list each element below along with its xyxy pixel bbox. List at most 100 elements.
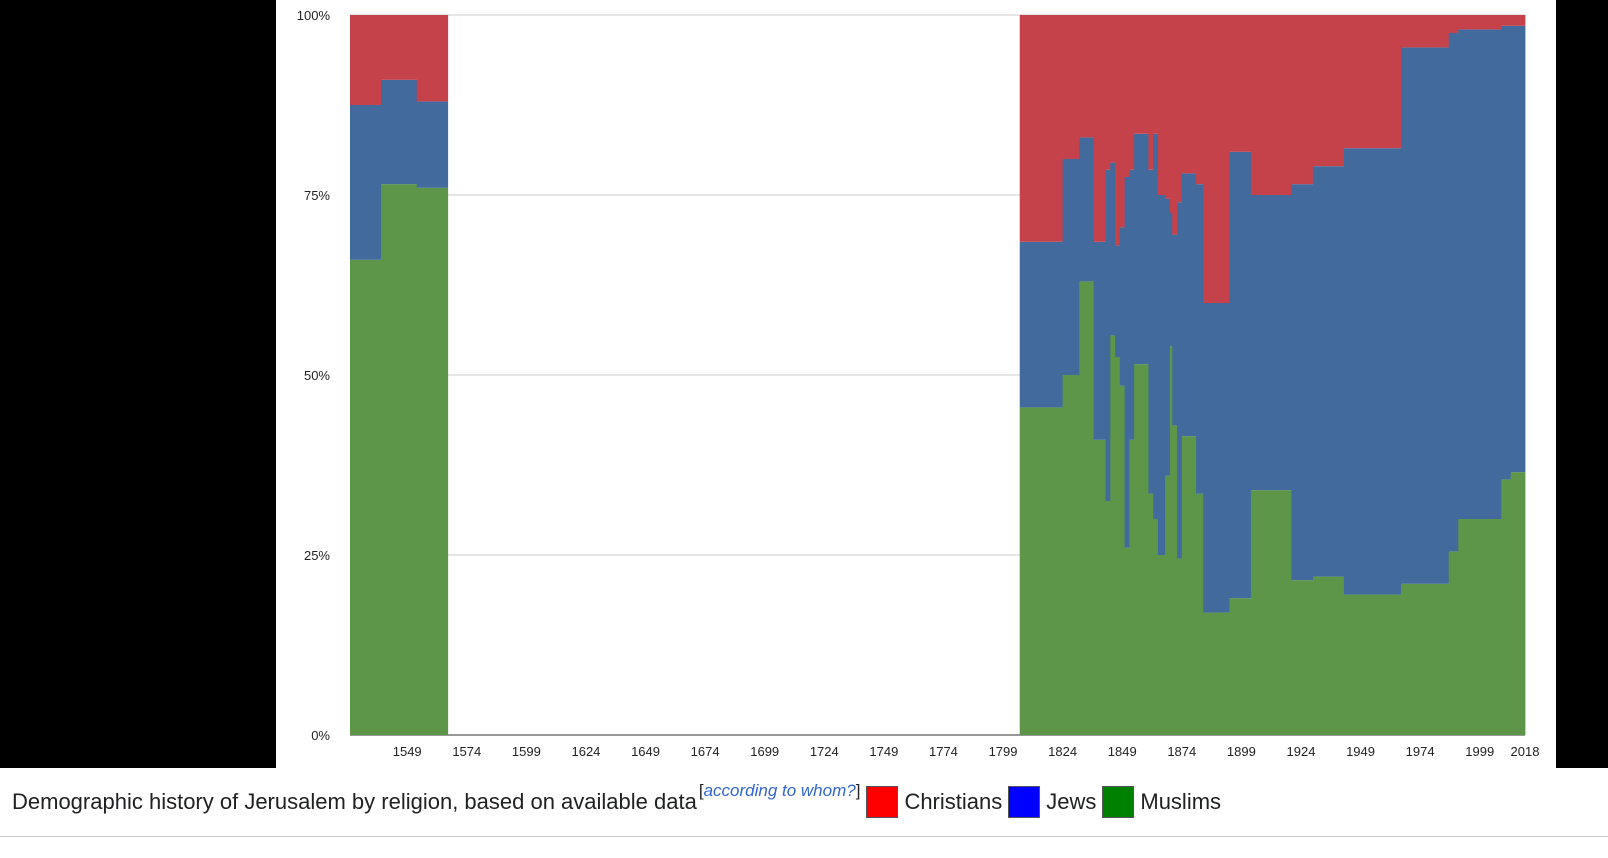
right-black-panel bbox=[1556, 0, 1608, 768]
y-tick-label: 50% bbox=[304, 368, 330, 383]
legend-item-muslims: Muslims bbox=[1102, 786, 1221, 818]
christians-segment bbox=[1343, 15, 1402, 149]
jews-segment bbox=[1079, 137, 1095, 282]
x-tick-label: 1999 bbox=[1465, 744, 1494, 759]
christians-segment bbox=[380, 15, 418, 80]
jews-segment bbox=[1093, 241, 1106, 440]
citation-needed: [according to whom?] bbox=[699, 781, 861, 801]
christians-segment bbox=[1510, 15, 1526, 26]
x-tick-label: 1924 bbox=[1287, 744, 1316, 759]
muslims-segment bbox=[1134, 364, 1149, 735]
jews-segment bbox=[1458, 29, 1502, 520]
y-tick-label: 0% bbox=[311, 728, 330, 743]
x-tick-label: 1699 bbox=[750, 744, 779, 759]
legend-label-christians: Christians bbox=[904, 789, 1003, 814]
muslims-segment bbox=[1291, 580, 1314, 735]
x-tick-label: 1724 bbox=[810, 744, 839, 759]
jews-segment bbox=[1181, 173, 1197, 437]
christians-segment bbox=[1129, 15, 1135, 170]
legend-swatch-jews bbox=[1008, 786, 1041, 818]
x-tick-label: 1599 bbox=[512, 744, 541, 759]
christians-segment bbox=[350, 15, 382, 105]
x-tick-label: 1674 bbox=[691, 744, 720, 759]
muslims-segment bbox=[1448, 551, 1459, 735]
legend-swatch-christians bbox=[866, 786, 899, 818]
according-to-whom-link[interactable]: according to whom? bbox=[703, 781, 856, 800]
jews-segment bbox=[1153, 133, 1159, 520]
christians-segment bbox=[416, 15, 449, 102]
jews-segment bbox=[1250, 195, 1292, 491]
muslims-segment bbox=[1343, 594, 1402, 735]
jews-segment bbox=[1510, 25, 1526, 473]
muslims-segment bbox=[1181, 436, 1197, 735]
caption-bottom-rule bbox=[0, 836, 1608, 837]
jews-segment bbox=[1203, 303, 1230, 613]
legend-label-jews: Jews bbox=[1046, 789, 1097, 814]
x-tick-label: 1649 bbox=[631, 744, 660, 759]
chart-area: 0% 25% 50% 75% 100% 1549 1574 1599 1624 1649 1674 1… bbox=[276, 0, 1556, 768]
christians-segment bbox=[1153, 15, 1159, 134]
christians-segment bbox=[1291, 15, 1314, 185]
legend-item-jews: Jews bbox=[1008, 786, 1096, 818]
legend-swatch-muslims bbox=[1102, 786, 1135, 818]
jews-segment bbox=[1148, 169, 1154, 494]
muslims-segment bbox=[1079, 281, 1095, 735]
jews-segment bbox=[416, 101, 449, 188]
x-tick-label: 1799 bbox=[989, 744, 1018, 759]
muslims-segment bbox=[1148, 493, 1154, 735]
jews-segment bbox=[1157, 195, 1166, 555]
muslims-segment bbox=[1203, 612, 1230, 735]
christians-segment bbox=[1119, 15, 1125, 228]
christians-segment bbox=[1448, 15, 1459, 33]
christians-segment bbox=[1165, 15, 1171, 199]
muslims-segment bbox=[1196, 493, 1204, 735]
christians-segment bbox=[1169, 15, 1173, 213]
x-tick-label: 1849 bbox=[1108, 744, 1137, 759]
muslims-segment bbox=[1115, 357, 1121, 735]
muslims-segment bbox=[1177, 558, 1183, 735]
jews-segment bbox=[1291, 184, 1314, 581]
jews-segment bbox=[1312, 166, 1345, 577]
jews-segment bbox=[1124, 177, 1130, 548]
legend-label-muslims: Muslims bbox=[1140, 789, 1222, 814]
jews-segment bbox=[1115, 245, 1121, 357]
muslims-segment bbox=[1124, 547, 1130, 735]
christians-segment bbox=[1250, 15, 1292, 195]
muslims-segment bbox=[1510, 472, 1526, 735]
christians-segment bbox=[1177, 15, 1183, 203]
citation-close: ] bbox=[855, 781, 861, 800]
christians-segment bbox=[1312, 15, 1345, 167]
muslims-segment bbox=[1129, 439, 1135, 735]
muslims-segment bbox=[1062, 375, 1080, 735]
christians-segment bbox=[1458, 15, 1502, 30]
muslims-segment bbox=[1157, 555, 1166, 735]
muslims-segment bbox=[350, 259, 382, 735]
jews-segment bbox=[1448, 33, 1459, 552]
muslims-segment bbox=[1169, 346, 1173, 735]
jews-segment bbox=[1134, 133, 1149, 365]
christians-segment bbox=[1124, 15, 1130, 177]
christians-segment bbox=[1093, 15, 1106, 242]
christians-segment bbox=[1401, 15, 1450, 48]
jews-segment bbox=[1169, 213, 1173, 347]
jews-segment bbox=[1110, 162, 1116, 336]
x-tick-label: 1624 bbox=[571, 744, 600, 759]
christians-segment bbox=[1062, 15, 1080, 159]
jews-segment bbox=[1129, 169, 1135, 440]
muslims-segment bbox=[1501, 479, 1512, 735]
muslims-segment bbox=[1165, 475, 1171, 735]
christians-segment bbox=[1019, 15, 1064, 242]
muslims-segment bbox=[1312, 576, 1345, 735]
jews-segment bbox=[1019, 241, 1064, 408]
christians-segment bbox=[1134, 15, 1149, 134]
x-tick-label: 2018 bbox=[1511, 744, 1540, 759]
christians-segment bbox=[1079, 15, 1095, 138]
christians-segment bbox=[1110, 15, 1116, 163]
muslims-segment bbox=[380, 184, 418, 735]
jews-segment bbox=[350, 105, 382, 260]
christians-segment bbox=[1196, 15, 1204, 185]
muslims-segment bbox=[1153, 519, 1159, 735]
caption-text: Demographic history of Jerusalem by reli… bbox=[12, 789, 697, 814]
stacked-area-chart: 0% 25% 50% 75% 100% 1549 1574 1599 1624 1649 1674 1… bbox=[297, 8, 1540, 759]
x-tick-label: 1899 bbox=[1227, 744, 1256, 759]
